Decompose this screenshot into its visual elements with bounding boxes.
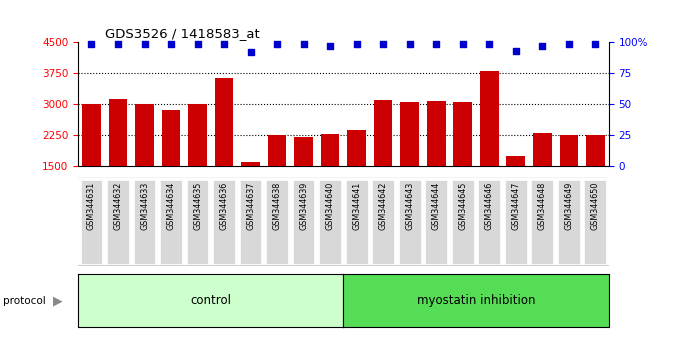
Point	[218, 41, 229, 47]
Bar	[241, 162, 260, 228]
Bar	[480, 70, 498, 228]
Point	[86, 41, 97, 47]
Text: GSM344643: GSM344643	[405, 181, 414, 230]
Text: GSM344635: GSM344635	[193, 181, 202, 230]
Bar	[454, 102, 472, 228]
FancyBboxPatch shape	[558, 180, 579, 264]
Text: GSM344638: GSM344638	[273, 181, 282, 230]
Bar	[427, 101, 445, 228]
Text: myostatin inhibition: myostatin inhibition	[417, 295, 535, 307]
Text: GSM344639: GSM344639	[299, 181, 308, 230]
FancyBboxPatch shape	[320, 180, 341, 264]
Bar	[109, 99, 127, 228]
Text: GSM344637: GSM344637	[246, 181, 255, 230]
Text: ▶: ▶	[53, 295, 63, 307]
FancyBboxPatch shape	[452, 180, 473, 264]
Bar	[82, 104, 101, 228]
Text: GSM344650: GSM344650	[591, 181, 600, 230]
Text: GSM344632: GSM344632	[114, 181, 122, 230]
FancyBboxPatch shape	[81, 180, 102, 264]
Bar	[374, 100, 392, 228]
Bar	[215, 78, 233, 228]
Bar	[135, 104, 154, 228]
FancyBboxPatch shape	[373, 180, 394, 264]
Bar	[321, 134, 339, 228]
Text: GSM344642: GSM344642	[379, 181, 388, 230]
FancyBboxPatch shape	[240, 180, 261, 264]
Bar	[560, 135, 578, 228]
Point	[537, 44, 547, 49]
FancyBboxPatch shape	[107, 180, 129, 264]
FancyBboxPatch shape	[585, 180, 606, 264]
Point	[510, 48, 521, 54]
Point	[113, 41, 124, 47]
Bar	[507, 156, 525, 228]
Text: GSM344634: GSM344634	[167, 181, 175, 230]
Bar	[268, 135, 286, 228]
FancyBboxPatch shape	[293, 180, 314, 264]
FancyBboxPatch shape	[267, 180, 288, 264]
Text: GSM344646: GSM344646	[485, 181, 494, 230]
FancyBboxPatch shape	[532, 180, 553, 264]
Text: GDS3526 / 1418583_at: GDS3526 / 1418583_at	[105, 27, 260, 40]
Bar	[401, 102, 419, 228]
FancyBboxPatch shape	[346, 180, 367, 264]
FancyBboxPatch shape	[479, 180, 500, 264]
Text: GSM344636: GSM344636	[220, 181, 228, 230]
FancyBboxPatch shape	[187, 180, 208, 264]
Text: GSM344649: GSM344649	[564, 181, 573, 230]
Text: GSM344645: GSM344645	[458, 181, 467, 230]
Point	[563, 41, 574, 47]
FancyBboxPatch shape	[134, 180, 155, 264]
Point	[404, 41, 415, 47]
Text: GSM344641: GSM344641	[352, 181, 361, 230]
Text: control: control	[190, 295, 231, 307]
Point	[139, 41, 150, 47]
Point	[377, 41, 388, 47]
Point	[192, 41, 203, 47]
Point	[430, 41, 441, 47]
Text: GSM344631: GSM344631	[87, 181, 96, 230]
Text: protocol: protocol	[3, 296, 46, 306]
Point	[351, 41, 362, 47]
FancyBboxPatch shape	[399, 180, 420, 264]
Text: GSM344633: GSM344633	[140, 181, 149, 230]
Point	[590, 41, 600, 47]
Point	[298, 41, 309, 47]
Bar	[162, 110, 180, 228]
Bar	[188, 104, 207, 228]
Point	[484, 41, 495, 47]
FancyBboxPatch shape	[160, 180, 182, 264]
Bar	[347, 130, 366, 228]
Text: GSM344640: GSM344640	[326, 181, 335, 230]
FancyBboxPatch shape	[214, 180, 235, 264]
Text: GSM344647: GSM344647	[511, 181, 520, 230]
Bar	[294, 137, 313, 228]
Text: GSM344648: GSM344648	[538, 181, 547, 230]
Text: GSM344644: GSM344644	[432, 181, 441, 230]
Point	[325, 44, 336, 49]
Point	[272, 41, 283, 47]
Bar	[586, 135, 605, 228]
FancyBboxPatch shape	[505, 180, 526, 264]
FancyBboxPatch shape	[426, 180, 447, 264]
Bar	[533, 133, 551, 228]
Point	[457, 41, 468, 47]
Point	[165, 41, 176, 47]
Point	[245, 50, 256, 55]
